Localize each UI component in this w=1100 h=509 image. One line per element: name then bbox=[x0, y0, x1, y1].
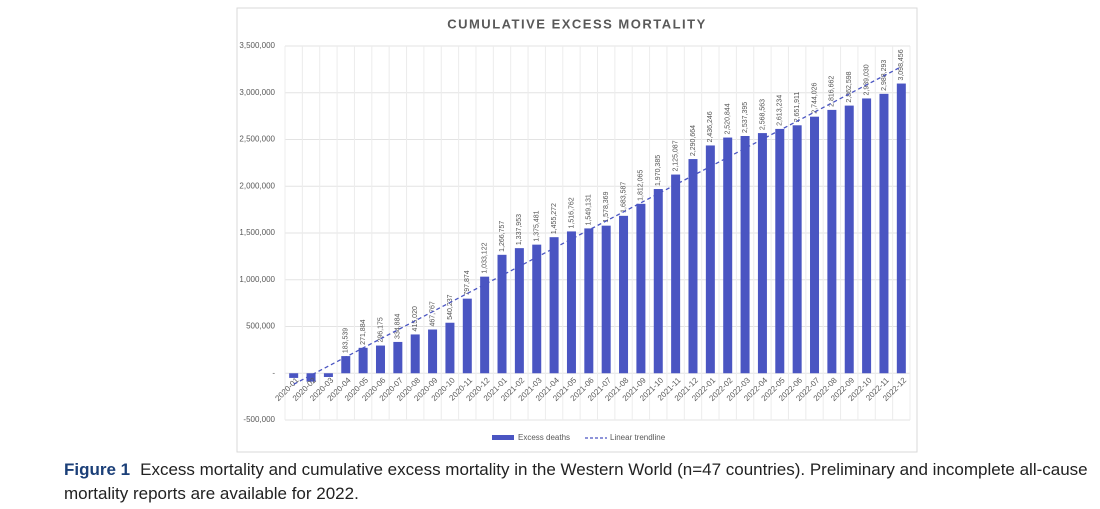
y-tick-label: 2,500,000 bbox=[239, 135, 275, 144]
data-label: 2,651,911 bbox=[794, 92, 801, 123]
bar bbox=[480, 276, 490, 374]
bar bbox=[862, 98, 872, 374]
data-label: 1,578,369 bbox=[603, 191, 610, 222]
data-label: 2,520,844 bbox=[725, 103, 732, 134]
data-label: 415,020 bbox=[412, 306, 419, 331]
bar bbox=[584, 228, 594, 374]
data-label: 3,098,456 bbox=[898, 49, 905, 80]
y-tick-label: -500,000 bbox=[243, 415, 275, 424]
trend-line bbox=[293, 66, 902, 385]
bar bbox=[757, 133, 767, 374]
y-tick-label: 2,000,000 bbox=[239, 181, 275, 190]
bar bbox=[619, 215, 629, 374]
bar bbox=[341, 356, 351, 374]
data-label: 1,033,122 bbox=[481, 242, 488, 273]
bar bbox=[844, 105, 854, 374]
bar bbox=[393, 341, 403, 374]
y-tick-label: 3,000,000 bbox=[239, 88, 275, 97]
chart-title: CUMULATIVE EXCESS MORTALITY bbox=[447, 16, 707, 31]
data-label: 2,862,598 bbox=[846, 71, 853, 102]
bar bbox=[775, 128, 785, 374]
bar bbox=[653, 189, 663, 374]
bar bbox=[462, 298, 472, 374]
data-label: 2,744,026 bbox=[811, 82, 818, 113]
data-label: 271,884 bbox=[360, 319, 367, 344]
bar bbox=[879, 93, 889, 374]
bar bbox=[792, 125, 802, 374]
bar bbox=[601, 225, 611, 374]
bar bbox=[497, 254, 507, 374]
chart: CUMULATIVE EXCESS MORTALITY -500,000-500… bbox=[236, 7, 918, 453]
data-label: 1,516,762 bbox=[568, 197, 575, 228]
bar bbox=[636, 203, 646, 374]
bar bbox=[445, 322, 455, 374]
data-label: 467,767 bbox=[429, 301, 436, 326]
data-label: 2,436,246 bbox=[707, 111, 714, 142]
chart-frame bbox=[236, 7, 918, 453]
data-label: 540,237 bbox=[447, 294, 454, 319]
data-label: 2,568,563 bbox=[759, 99, 766, 130]
data-label: 1,812,065 bbox=[638, 170, 645, 201]
bar bbox=[671, 174, 681, 374]
y-tick-label: 1,000,000 bbox=[239, 275, 275, 284]
legend-label: Excess deaths bbox=[518, 433, 570, 442]
data-label: 1,266,757 bbox=[499, 221, 506, 252]
data-label: 1,455,272 bbox=[551, 203, 558, 234]
bar bbox=[428, 329, 438, 374]
bar bbox=[289, 373, 299, 378]
bar bbox=[810, 116, 820, 374]
y-tick-label: - bbox=[272, 368, 275, 377]
bar bbox=[323, 373, 333, 377]
data-label: 797,874 bbox=[464, 270, 471, 295]
legend-swatch bbox=[492, 435, 514, 440]
y-tick-label: 1,500,000 bbox=[239, 228, 275, 237]
bar bbox=[410, 334, 420, 374]
bar bbox=[375, 345, 385, 374]
data-label: 1,549,131 bbox=[586, 194, 593, 225]
bar bbox=[723, 137, 733, 374]
data-label: 1,683,587 bbox=[620, 182, 627, 213]
bar bbox=[688, 159, 698, 374]
data-label: 2,939,030 bbox=[863, 64, 870, 95]
bar bbox=[532, 244, 542, 374]
bar bbox=[514, 248, 524, 374]
bar bbox=[827, 109, 837, 374]
bar bbox=[740, 136, 750, 374]
bar bbox=[306, 373, 316, 382]
data-label: 1,375,481 bbox=[534, 210, 541, 241]
data-label: 2,613,234 bbox=[777, 95, 784, 126]
caption: Figure 1 Excess mortality and cumulative … bbox=[64, 458, 1094, 506]
bar bbox=[549, 237, 559, 374]
legend-label: Linear trendline bbox=[610, 433, 666, 442]
caption-label: Figure 1 bbox=[64, 460, 131, 479]
data-label: 334,884 bbox=[395, 314, 402, 339]
data-label: 183,539 bbox=[343, 328, 350, 353]
y-tick-label: 3,500,000 bbox=[239, 41, 275, 50]
data-label: 2,537,395 bbox=[742, 102, 749, 133]
bar bbox=[358, 347, 368, 374]
bar bbox=[896, 83, 906, 374]
bar bbox=[705, 145, 715, 374]
data-label: 296,175 bbox=[377, 317, 384, 342]
caption-text: Excess mortality and cumulative excess m… bbox=[64, 460, 1088, 503]
bar bbox=[566, 231, 576, 374]
data-label: 2,816,662 bbox=[829, 76, 836, 107]
data-label: 2,125,087 bbox=[672, 140, 679, 171]
data-label: 1,337,953 bbox=[516, 214, 523, 245]
y-tick-label: 500,000 bbox=[246, 322, 275, 331]
data-label: 2,290,664 bbox=[690, 125, 697, 156]
data-label: 1,970,385 bbox=[655, 155, 662, 186]
